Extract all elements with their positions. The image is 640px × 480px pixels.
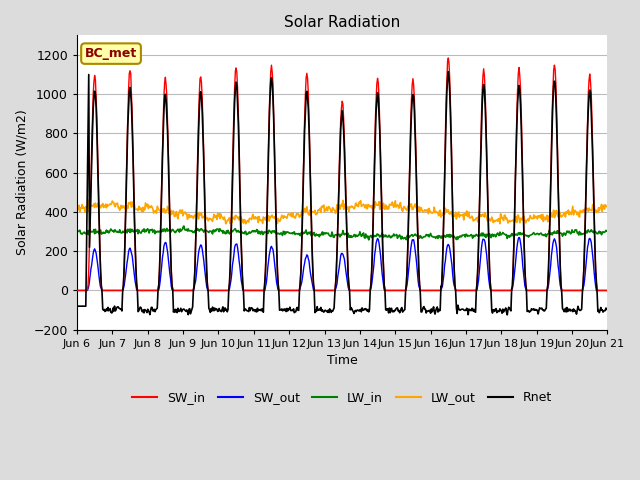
Legend: SW_in, SW_out, LW_in, LW_out, Rnet: SW_in, SW_out, LW_in, LW_out, Rnet (127, 386, 557, 409)
X-axis label: Time: Time (327, 354, 358, 367)
Title: Solar Radiation: Solar Radiation (284, 15, 401, 30)
Y-axis label: Solar Radiation (W/m2): Solar Radiation (W/m2) (15, 109, 28, 255)
Text: BC_met: BC_met (85, 47, 137, 60)
